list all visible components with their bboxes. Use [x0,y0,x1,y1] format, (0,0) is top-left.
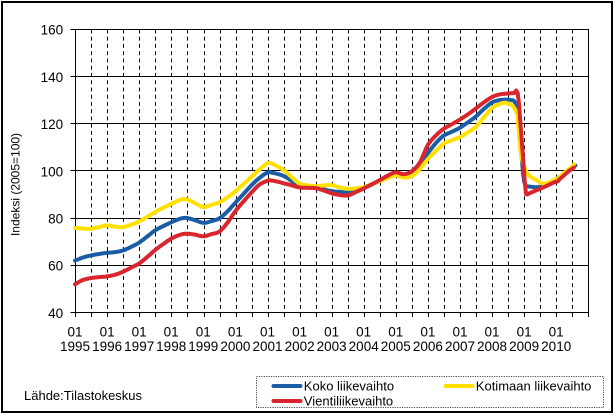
svg-text:160: 160 [41,23,64,38]
svg-text:2010: 2010 [541,339,571,354]
svg-text:01: 01 [356,324,371,339]
svg-text:80: 80 [48,212,63,227]
svg-text:1999: 1999 [188,339,218,354]
svg-text:2000: 2000 [220,339,250,354]
svg-text:01: 01 [484,324,499,339]
svg-text:Kotimaan liikevaihto: Kotimaan liikevaihto [476,379,592,394]
svg-text:1995: 1995 [60,339,90,354]
svg-text:01: 01 [324,324,339,339]
svg-text:01: 01 [132,324,147,339]
svg-text:01: 01 [517,324,532,339]
svg-text:2003: 2003 [317,339,347,354]
svg-text:01: 01 [164,324,179,339]
svg-text:2004: 2004 [349,339,380,354]
svg-text:1998: 1998 [156,339,186,354]
svg-text:140: 140 [41,70,64,85]
svg-text:2005: 2005 [381,339,411,354]
svg-text:01: 01 [388,324,403,339]
svg-text:01: 01 [452,324,467,339]
svg-text:Lähde:Tilastokeskus: Lähde:Tilastokeskus [24,388,143,403]
svg-text:1996: 1996 [92,339,122,354]
svg-text:2008: 2008 [477,339,507,354]
svg-text:01: 01 [260,324,275,339]
svg-text:1997: 1997 [124,339,154,354]
svg-text:Indeksi (2005=100): Indeksi (2005=100) [9,133,23,236]
svg-text:01: 01 [100,324,115,339]
svg-text:2001: 2001 [252,339,282,354]
svg-text:01: 01 [549,324,564,339]
svg-text:60: 60 [48,259,63,274]
svg-text:01: 01 [67,324,82,339]
svg-text:2007: 2007 [445,339,475,354]
svg-text:01: 01 [292,324,307,339]
svg-text:01: 01 [196,324,211,339]
svg-text:40: 40 [48,306,63,321]
svg-text:01: 01 [420,324,435,339]
svg-text:100: 100 [41,164,64,179]
svg-text:2002: 2002 [285,339,315,354]
svg-text:Vientiliikevaihto: Vientiliikevaihto [304,394,393,409]
svg-text:120: 120 [41,117,64,132]
svg-text:2009: 2009 [509,339,539,354]
svg-text:Koko liikevaihto: Koko liikevaihto [304,379,394,394]
svg-text:2006: 2006 [413,339,443,354]
svg-text:01: 01 [228,324,243,339]
